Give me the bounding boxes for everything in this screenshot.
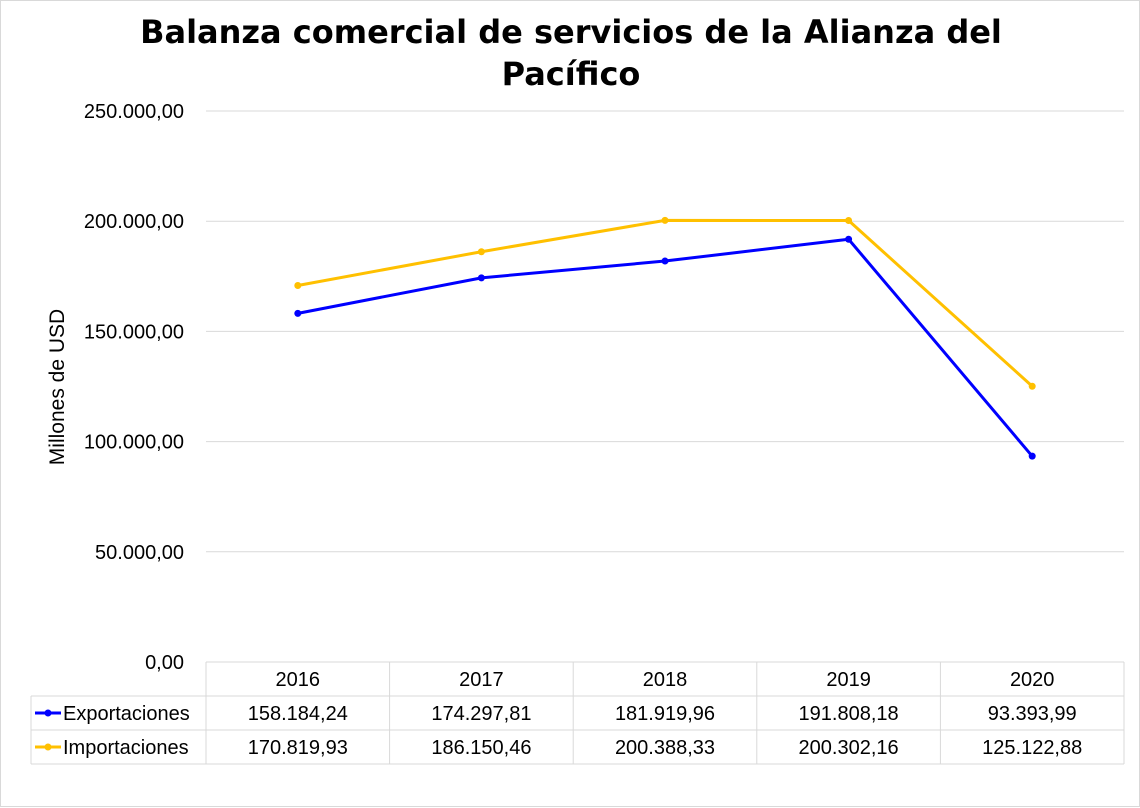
table-value-cell: 200.388,33	[615, 737, 715, 759]
table-value-cell: 158.184,24	[248, 703, 348, 725]
table-value-cell: 200.302,16	[799, 737, 899, 759]
x-category-label: 2018	[643, 669, 688, 691]
data-point	[845, 217, 853, 225]
y-tick-label: 200.000,00	[84, 211, 184, 233]
data-point	[1028, 382, 1036, 390]
data-point	[1028, 452, 1036, 460]
data-point	[477, 274, 485, 282]
series-line	[296, 237, 1034, 458]
legend-key-marker	[44, 743, 52, 751]
legend-series-name: Importaciones	[63, 737, 189, 759]
table-value-cell: 125.122,88	[982, 737, 1082, 759]
table-value-cell: 93.393,99	[988, 703, 1077, 725]
table-value-cell: 181.919,96	[615, 703, 715, 725]
legend-series-name: Exportaciones	[63, 703, 190, 725]
data-point	[294, 309, 302, 317]
x-category-label: 2019	[826, 669, 871, 691]
data-point	[294, 282, 302, 290]
y-tick-label: 100.000,00	[84, 432, 184, 454]
table-value-cell: 186.150,46	[431, 737, 531, 759]
x-category-label: 2017	[459, 669, 504, 691]
legend-key-marker	[44, 709, 52, 717]
y-axis-label: Millones de USD	[46, 309, 69, 465]
table-value-cell: 191.808,18	[799, 703, 899, 725]
data-point	[845, 235, 853, 243]
x-category-label: 2020	[1010, 669, 1055, 691]
x-category-label: 2016	[276, 669, 321, 691]
y-tick-label: 250.000,00	[84, 101, 184, 123]
data-point	[661, 216, 669, 224]
data-point	[477, 248, 485, 256]
series-line	[296, 218, 1034, 388]
table-value-cell: 174.297,81	[431, 703, 531, 725]
table-value-cell: 170.819,93	[248, 737, 348, 759]
y-tick-label: 150.000,00	[84, 321, 184, 343]
data-point	[661, 257, 669, 265]
y-tick-label: 0,00	[145, 652, 184, 674]
chart-title: Balanza comercial de servicios de la Ali…	[140, 13, 1002, 93]
y-tick-label: 50.000,00	[95, 542, 184, 564]
